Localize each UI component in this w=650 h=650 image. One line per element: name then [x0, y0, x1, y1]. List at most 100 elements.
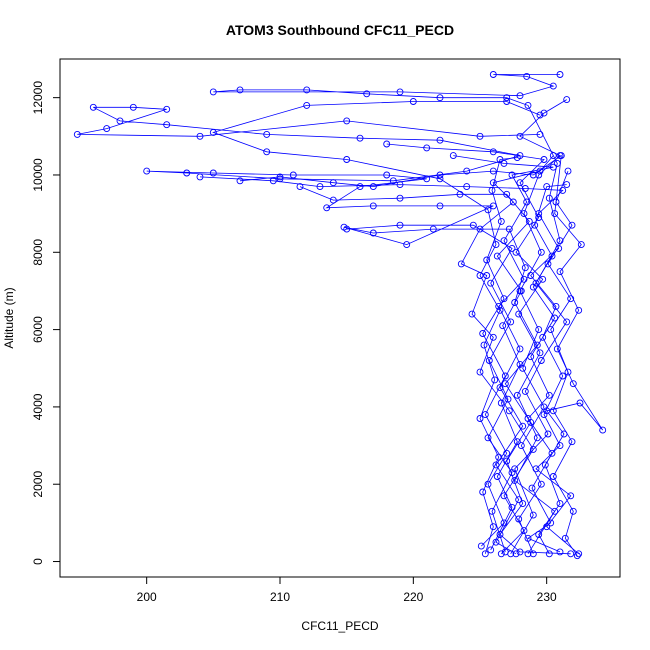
data-point [489, 167, 497, 175]
data-point [143, 167, 151, 175]
series-3 [209, 98, 544, 558]
data-point [568, 438, 576, 446]
x-axis-label: CFC11_PECD [301, 619, 378, 633]
data-point [383, 140, 391, 148]
data-point [497, 217, 505, 225]
data-point [535, 171, 543, 179]
data-point [516, 345, 524, 353]
series-7 [296, 183, 533, 554]
data-point [507, 318, 515, 326]
data-point [469, 221, 477, 229]
data-point [504, 395, 512, 403]
data-point [196, 173, 204, 181]
data-point [521, 264, 529, 272]
data-point [209, 128, 217, 136]
data-point [497, 399, 505, 407]
data-point [501, 372, 509, 380]
data-point [489, 148, 497, 156]
series-12 [383, 140, 559, 558]
data-point [129, 103, 137, 111]
data-point [209, 169, 217, 177]
y-tick-label: 8000 [31, 239, 45, 266]
data-point [540, 156, 548, 163]
data-point [575, 306, 583, 314]
data-point [484, 434, 492, 442]
data-point [536, 111, 544, 119]
y-tick-label: 12000 [31, 81, 45, 115]
data-point [567, 492, 575, 500]
data-point [499, 322, 507, 330]
data-point [563, 96, 571, 104]
data-point [468, 310, 476, 318]
data-point [403, 241, 411, 249]
data-point [541, 461, 549, 469]
data-point [556, 71, 564, 78]
data-point [549, 407, 557, 415]
series-9 [343, 221, 516, 556]
data-point [524, 550, 532, 558]
data-point [549, 82, 557, 90]
data-point [563, 318, 571, 326]
data-point [396, 221, 404, 229]
data-point [236, 86, 244, 94]
data-point [520, 527, 528, 535]
data-point [369, 202, 377, 210]
data-point [476, 368, 484, 376]
data-point [556, 268, 564, 276]
data-point [476, 415, 484, 422]
data-point [484, 206, 492, 214]
data-point [569, 507, 577, 515]
data-point [533, 434, 541, 442]
data-point [531, 221, 539, 229]
data-point [511, 299, 519, 306]
data-point [517, 442, 525, 450]
data-point [501, 548, 509, 556]
chart-title: ATOM3 Southbound CFC11_PECD [226, 22, 454, 38]
y-axis-label: Altitude (m) [2, 287, 16, 348]
data-point [520, 210, 528, 218]
data-point [196, 132, 204, 140]
data-point [563, 181, 571, 189]
data-point [509, 198, 517, 206]
data-point [503, 190, 511, 198]
data-point [449, 152, 457, 160]
data-point [529, 283, 537, 291]
series-line [460, 155, 554, 555]
y-tick-label: 2000 [31, 471, 45, 498]
data-point [545, 194, 553, 202]
data-point [493, 473, 501, 480]
data-point [436, 202, 444, 210]
data-point [209, 88, 217, 96]
data-point [476, 225, 484, 233]
data-point [276, 173, 284, 181]
data-point [500, 492, 508, 500]
data-point [103, 125, 111, 133]
data-point [576, 399, 584, 407]
data-point [529, 511, 537, 519]
series-13 [477, 154, 521, 550]
series-line [453, 155, 554, 555]
data-point [519, 422, 527, 430]
data-point [429, 225, 437, 233]
series-line [77, 106, 571, 555]
series-line [481, 157, 518, 547]
data-point [540, 411, 548, 419]
data-point [568, 221, 576, 229]
data-point [544, 430, 552, 438]
data-point [555, 244, 563, 252]
data-point [483, 256, 491, 264]
data-point [516, 548, 524, 556]
series-line [299, 186, 530, 551]
data-point [269, 177, 277, 185]
data-point [537, 480, 545, 488]
data-point [513, 438, 521, 446]
data-point [436, 175, 444, 183]
data-point [329, 179, 337, 187]
data-point [511, 476, 519, 484]
data-point [523, 198, 531, 206]
data-point [236, 177, 244, 185]
plot-frame [59, 58, 621, 578]
data-point [556, 237, 564, 245]
data-point [545, 550, 553, 558]
data-point [577, 241, 585, 249]
